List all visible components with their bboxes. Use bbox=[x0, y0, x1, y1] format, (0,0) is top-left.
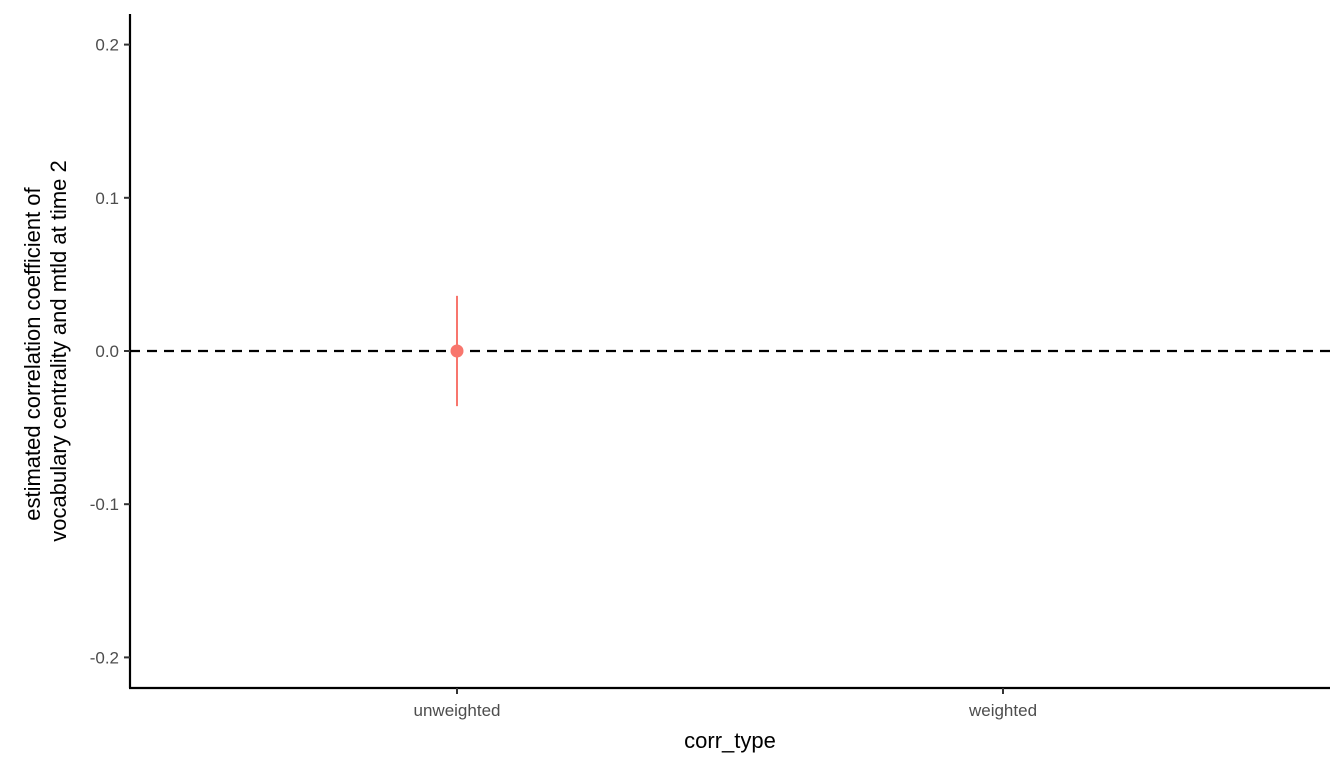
y-axis-ticks: 0.2 0.1 0.0 -0.1 -0.2 bbox=[90, 36, 130, 667]
x-axis-ticks: unweighted weighted bbox=[414, 688, 1037, 720]
x-axis-title: corr_type bbox=[684, 728, 776, 753]
x-tick-label: unweighted bbox=[414, 701, 501, 720]
y-axis: 0.2 0.1 0.0 -0.1 -0.2 bbox=[90, 14, 132, 688]
y-tick-label: 0.0 bbox=[95, 342, 119, 361]
y-tick-label: -0.2 bbox=[90, 648, 119, 667]
data-marks bbox=[450, 295, 464, 407]
x-axis: unweighted weighted bbox=[129, 686, 1330, 720]
plot-panel bbox=[130, 295, 1330, 407]
y-tick-label: 0.2 bbox=[95, 36, 119, 55]
y-axis-title-line-1: estimated correlation coefficient of bbox=[20, 186, 45, 520]
data-point bbox=[450, 344, 464, 358]
y-tick-label: -0.1 bbox=[90, 495, 119, 514]
y-axis-title: estimated correlation coefficient of voc… bbox=[20, 160, 71, 542]
y-axis-title-line-2: vocabulary centrality and mtld at time 2 bbox=[46, 160, 71, 542]
x-tick-label: weighted bbox=[968, 701, 1037, 720]
y-tick-label: 0.1 bbox=[95, 189, 119, 208]
